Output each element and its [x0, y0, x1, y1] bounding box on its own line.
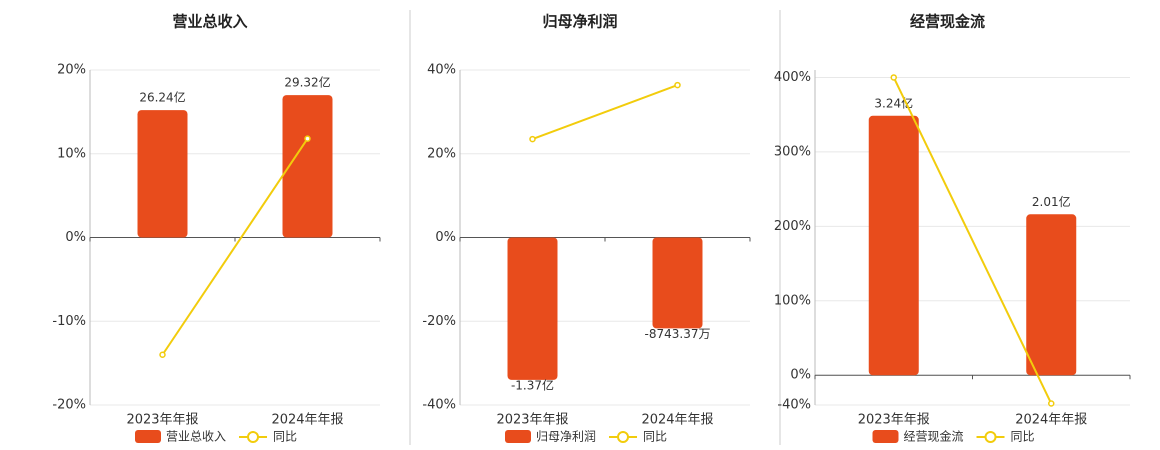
value-label: -1.37亿 [511, 377, 554, 392]
bar [282, 95, 333, 238]
legend-label: 同比 [1011, 430, 1035, 444]
legend-swatch [505, 430, 531, 443]
chart-title: 经营现金流 [910, 13, 985, 31]
legend-label: 归母净利润 [536, 430, 596, 444]
y-tick-label: 0% [790, 368, 811, 383]
chart-title: 营业总收入 [172, 13, 247, 31]
value-label: 2.01亿 [1032, 194, 1071, 209]
y-tick-label: -20% [52, 398, 86, 413]
y-tick-label: 20% [427, 146, 456, 161]
legend-label: 同比 [273, 430, 297, 444]
x-tick-label: 2024年年报 [1015, 413, 1087, 428]
x-tick-label: 2023年年报 [126, 413, 198, 428]
legend-marker [247, 431, 260, 443]
value-label: -8743.37万 [645, 327, 711, 341]
x-tick-label: 2024年年报 [641, 413, 713, 428]
y-tick-label: 20% [57, 63, 86, 78]
bar [868, 115, 919, 376]
y-tick-label: 200% [774, 219, 811, 234]
line [532, 84, 678, 141]
y-tick-label: -40% [422, 398, 456, 413]
line-point [890, 74, 897, 81]
value-label: 26.24亿 [139, 90, 185, 105]
legend-marker [984, 431, 997, 443]
line-point [304, 135, 311, 142]
y-tick-label: 100% [774, 293, 811, 308]
y-tick-label: -10% [52, 314, 86, 329]
y-tick-label: 400% [774, 70, 811, 85]
x-tick-label: 2024年年报 [271, 413, 343, 428]
line-point [529, 135, 536, 143]
x-tick-label: 2023年年报 [496, 413, 568, 428]
legend-label: 经营现金流 [904, 429, 964, 444]
legend-swatch [135, 430, 161, 443]
value-label: 29.32亿 [284, 75, 330, 90]
bar [1026, 214, 1077, 376]
legend-label: 营业总收入 [166, 430, 226, 444]
y-tick-label: 300% [774, 144, 811, 159]
y-tick-label: 40% [427, 63, 456, 78]
value-label: 3.24亿 [874, 95, 913, 110]
legend-swatch [872, 430, 899, 443]
line-point [159, 351, 166, 358]
line [892, 77, 1053, 404]
legend-marker [617, 431, 630, 443]
line-point [1048, 400, 1055, 407]
y-tick-label: 0% [65, 230, 86, 245]
line [161, 138, 309, 356]
bar [652, 237, 703, 329]
y-tick-label: -40% [777, 398, 811, 413]
legend-label: 同比 [643, 430, 667, 444]
bar [507, 237, 558, 380]
x-tick-label: 2023年年报 [858, 413, 930, 428]
chart-title: 归母净利润 [542, 13, 617, 31]
line-point [674, 81, 681, 89]
y-tick-label: 0% [435, 230, 456, 245]
bar [137, 110, 188, 238]
y-tick-label: -20% [422, 314, 456, 329]
y-tick-label: 10% [57, 146, 86, 161]
